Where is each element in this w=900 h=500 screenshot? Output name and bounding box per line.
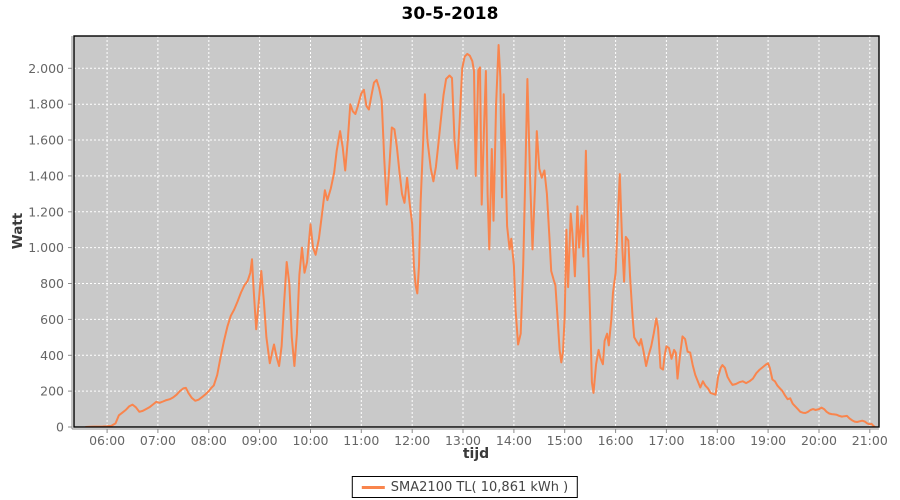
svg-text:400: 400	[40, 348, 64, 363]
svg-text:21:00: 21:00	[852, 433, 888, 448]
svg-text:07:00: 07:00	[140, 433, 176, 448]
legend-series-label: SMA2100 TL( 10,861 kWh )	[390, 479, 569, 495]
svg-text:200: 200	[40, 384, 64, 399]
svg-text:2.000: 2.000	[28, 61, 64, 76]
svg-text:15:00: 15:00	[547, 433, 583, 448]
svg-text:19:00: 19:00	[750, 433, 786, 448]
svg-text:13:00: 13:00	[445, 433, 481, 448]
svg-text:1.000: 1.000	[28, 240, 64, 255]
svg-text:17:00: 17:00	[648, 433, 684, 448]
chart-title: 30-5-2018	[401, 4, 499, 24]
svg-text:600: 600	[40, 312, 64, 327]
svg-text:09:00: 09:00	[242, 433, 278, 448]
legend-box: SMA2100 TL( 10,861 kWh )	[351, 476, 579, 498]
svg-text:20:00: 20:00	[801, 433, 837, 448]
svg-text:08:00: 08:00	[191, 433, 227, 448]
svg-text:1.800: 1.800	[28, 97, 64, 112]
svg-text:1.400: 1.400	[28, 168, 64, 183]
plot-area: 06:00 07:00 08:00 09:00 10:00 11:00 12:00 13:00…	[28, 35, 888, 448]
svg-text:14:00: 14:00	[496, 433, 532, 448]
svg-text:800: 800	[40, 276, 64, 291]
legend-line-swatch	[361, 485, 385, 489]
svg-text:16:00: 16:00	[598, 433, 634, 448]
svg-text:1.200: 1.200	[28, 204, 64, 219]
svg-text:10:00: 10:00	[292, 433, 328, 448]
svg-text:06:00: 06:00	[89, 433, 125, 448]
svg-text:18:00: 18:00	[699, 433, 735, 448]
svg-text:0: 0	[56, 420, 64, 435]
svg-text:12:00: 12:00	[394, 433, 430, 448]
svg-text:1.600: 1.600	[28, 133, 64, 148]
svg-text:11:00: 11:00	[343, 433, 379, 448]
x-axis-label: tijd	[462, 446, 490, 462]
